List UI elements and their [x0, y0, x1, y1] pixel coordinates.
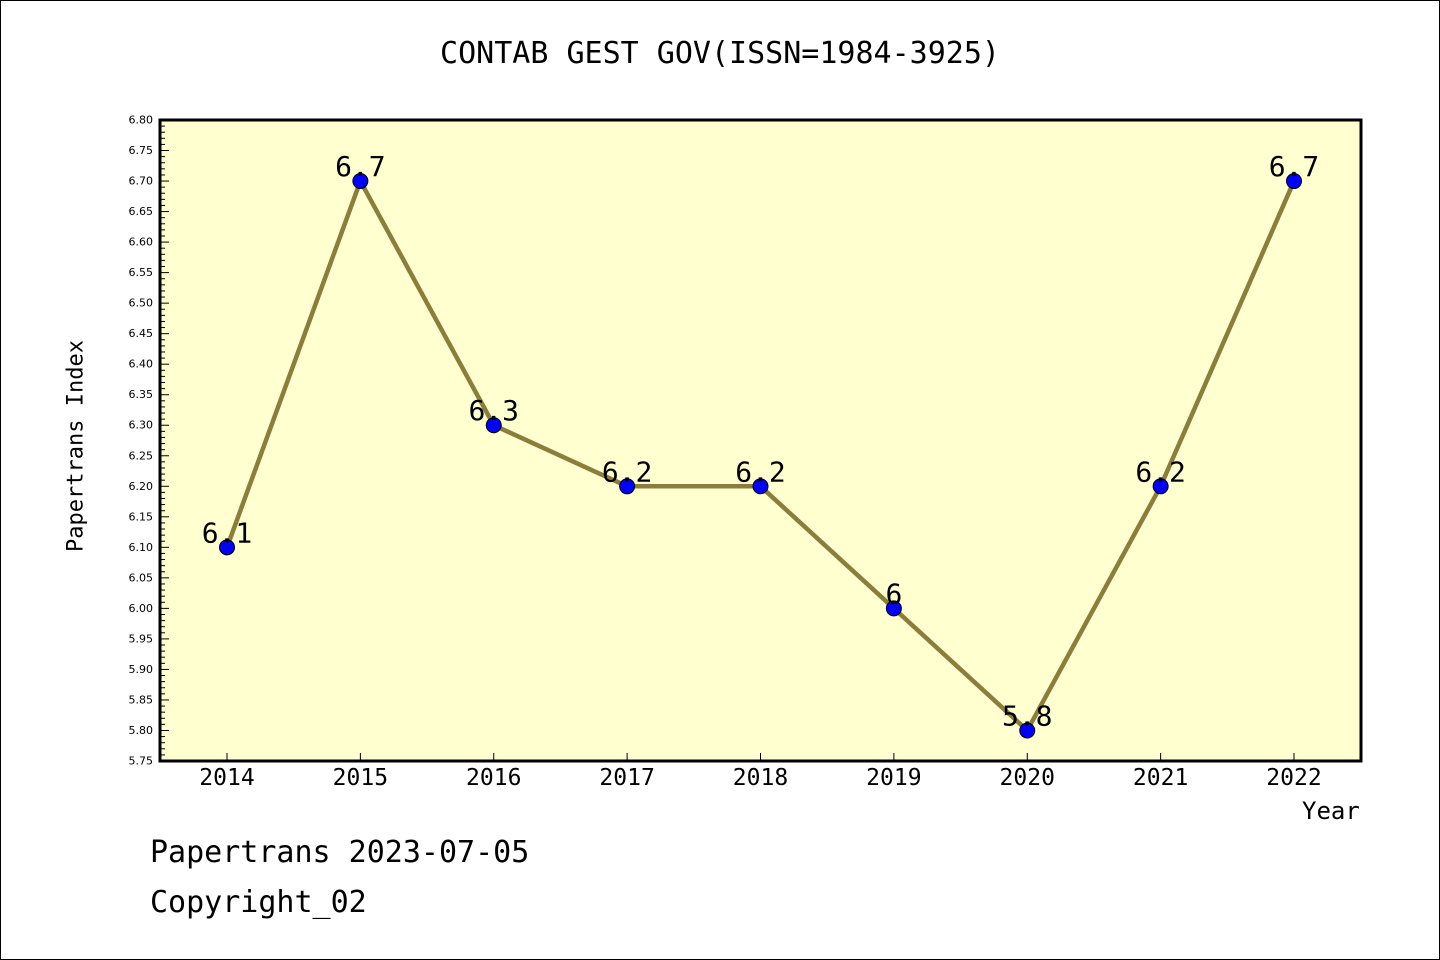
data-label: 6.3	[468, 394, 519, 427]
data-point	[352, 173, 369, 190]
data-label: 6.7	[1269, 150, 1320, 183]
series-layer: 6.1 6.7 6.3 6.2 6.2 6 5.8 6.2 6.7	[202, 150, 1320, 739]
y-tick-label: 6.60	[129, 236, 154, 249]
data-point	[885, 600, 902, 617]
x-tick-label: 2022	[1266, 765, 1321, 791]
x-axis: 2014 2015 2016 2017 2018 2019 2020 2021 2022	[199, 753, 1322, 791]
y-tick-label: 6.30	[129, 419, 154, 432]
x-tick-label: 2020	[1000, 765, 1055, 791]
y-tick-label: 6.10	[129, 541, 154, 554]
data-point	[1019, 722, 1036, 739]
y-tick-label: 6.20	[129, 480, 154, 493]
y-axis: 5.75 5.80 5.85 5.90 5.95 6.00 6.05 6.10 6.15 6.20…	[129, 114, 169, 768]
data-label: 6.7	[335, 150, 386, 183]
y-tick-label: 6.00	[129, 602, 154, 615]
plot-border	[158, 118, 1363, 763]
y-tick-label: 5.80	[129, 724, 154, 737]
data-point	[1152, 478, 1169, 495]
y-tick-label: 6.25	[129, 449, 154, 462]
y-tick-label: 6.80	[129, 114, 154, 127]
y-tick-label: 6.55	[129, 266, 154, 279]
data-point	[1286, 173, 1302, 190]
data-label: 5.8	[1002, 699, 1053, 732]
x-tick-label: 2016	[466, 765, 521, 791]
data-point	[752, 478, 769, 495]
y-tick-label: 6.70	[129, 175, 154, 188]
y-tick-label: 6.75	[129, 144, 154, 157]
x-tick-label: 2014	[199, 765, 254, 791]
data-point	[219, 539, 235, 556]
data-label: 6.2	[735, 455, 786, 488]
footer-date: Papertrans 2023-07-05	[150, 835, 530, 870]
x-axis-label: Year	[1302, 797, 1360, 825]
data-point	[619, 478, 636, 495]
x-tick-label: 2015	[333, 765, 388, 791]
y-tick-label: 6.05	[129, 571, 154, 584]
y-tick-label: 5.85	[129, 693, 154, 706]
x-tick-label: 2018	[733, 765, 788, 791]
x-tick-label: 2021	[1133, 765, 1188, 791]
data-label: 6.2	[602, 455, 653, 488]
y-tick-label: 5.75	[129, 755, 154, 768]
y-tick-label: 6.15	[129, 510, 154, 523]
data-point	[485, 417, 502, 434]
chart-title: CONTAB GEST GOV(ISSN=1984-3925)	[440, 36, 1000, 71]
y-tick-label: 6.50	[129, 297, 154, 310]
footer-copyright: Copyright_02	[150, 885, 367, 920]
y-axis-label: Papertrans Index	[63, 340, 89, 552]
y-tick-label: 6.40	[129, 358, 154, 371]
y-tick-label: 6.65	[129, 205, 154, 218]
y-tick-label: 5.95	[129, 632, 154, 645]
data-label: 6	[885, 577, 902, 610]
data-label: 6.1	[202, 516, 253, 549]
x-tick-label: 2017	[599, 765, 654, 791]
plot-area	[160, 120, 1361, 761]
y-tick-label: 6.35	[129, 388, 154, 401]
y-tick-label: 5.90	[129, 663, 154, 676]
data-label: 6.2	[1135, 455, 1186, 488]
x-tick-label: 2019	[866, 765, 921, 791]
y-tick-label: 6.45	[129, 327, 154, 340]
